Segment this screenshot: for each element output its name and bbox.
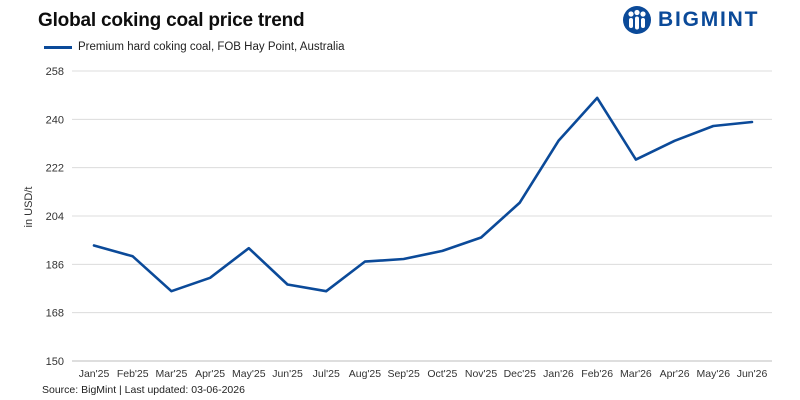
x-tick-label: Apr'26 xyxy=(660,368,690,380)
y-tick-label: 222 xyxy=(46,163,64,175)
x-tick-label: Feb'26 xyxy=(581,368,613,380)
legend-swatch xyxy=(44,45,72,49)
x-tick-label: Nov'25 xyxy=(465,368,498,380)
x-tick-label: Jan'25 xyxy=(79,368,110,380)
x-tick-label: Oct'25 xyxy=(427,368,457,380)
x-tick-label: Jul'25 xyxy=(313,368,340,380)
x-tick-label: Mar'25 xyxy=(156,368,188,380)
grid-lines xyxy=(72,70,772,362)
chart-title: Global coking coal price trend xyxy=(38,10,305,31)
x-tick-label: Jun'25 xyxy=(272,368,303,380)
y-tick-label: 240 xyxy=(46,114,64,126)
series-lines xyxy=(92,96,754,293)
x-tick-label: Mar'26 xyxy=(620,368,652,380)
chart-legend: Premium hard coking coal, FOB Hay Point,… xyxy=(44,41,345,53)
source-note: Source: BigMint | Last updated: 03-06-20… xyxy=(42,384,245,396)
x-tick-label: Aug'25 xyxy=(349,368,382,380)
brand-logo-text: BIGMINT xyxy=(658,8,760,31)
y-tick-label: 186 xyxy=(46,259,64,271)
x-tick-label: May'25 xyxy=(232,368,266,380)
x-tick-label: May'26 xyxy=(697,368,731,380)
y-tick-label: 168 xyxy=(46,308,64,320)
x-tick-label: Apr'25 xyxy=(195,368,225,380)
y-tick-label: 150 xyxy=(46,356,64,368)
x-tick-label: Jan'26 xyxy=(543,368,574,380)
brand-logo-icon xyxy=(623,6,651,34)
brand-logo: BIGMINT xyxy=(622,5,759,35)
x-axis-ticks: Jan'25 Feb'25 Mar'25 Apr'25 May'25 Jun'25 Jul'… xyxy=(79,368,768,380)
x-tick-label: Jun'26 xyxy=(737,368,768,380)
x-tick-label: Dec'25 xyxy=(504,368,537,380)
y-tick-label: 204 xyxy=(46,211,64,223)
y-tick-label: 258 xyxy=(46,66,64,78)
x-tick-label: Sep'25 xyxy=(387,368,420,380)
legend-label: Premium hard coking coal, FOB Hay Point,… xyxy=(78,41,345,53)
y-axis-ticks: 150 168 186 204 222 240 258 xyxy=(46,66,64,368)
series-line xyxy=(92,96,754,293)
y-axis-label: in USD/t xyxy=(23,187,35,228)
x-tick-label: Feb'25 xyxy=(117,368,149,380)
